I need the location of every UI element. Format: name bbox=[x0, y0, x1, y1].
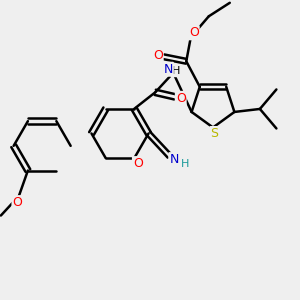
Text: O: O bbox=[176, 92, 186, 105]
Text: O: O bbox=[12, 196, 22, 209]
Text: O: O bbox=[189, 26, 199, 39]
Text: O: O bbox=[133, 157, 143, 170]
Text: H: H bbox=[172, 66, 180, 76]
Text: H: H bbox=[181, 159, 189, 169]
Text: N: N bbox=[169, 153, 179, 166]
Text: O: O bbox=[153, 49, 163, 62]
Text: S: S bbox=[211, 127, 218, 140]
Text: N: N bbox=[164, 63, 173, 76]
